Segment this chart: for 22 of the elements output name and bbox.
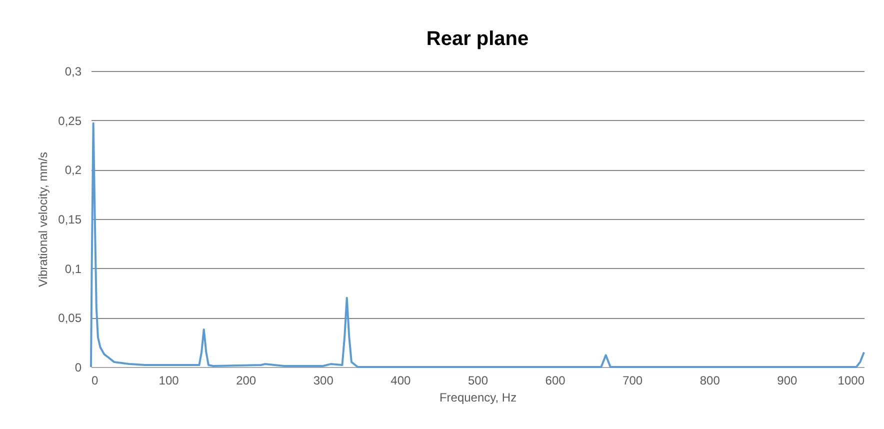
y-tick-label: 0,1: [64, 262, 82, 276]
y-tick-label: 0,05: [58, 311, 82, 326]
y-tick-label: 0,2: [64, 163, 82, 178]
x-tick-label: 200: [236, 374, 256, 388]
x-tick-label: 900: [777, 374, 798, 388]
x-tick-label: 0: [92, 374, 98, 388]
y-tick-label: 0,15: [58, 212, 82, 226]
y-tick-label: 0: [74, 360, 82, 374]
x-tick-label: 100: [158, 374, 180, 388]
line-series: [90, 122, 865, 368]
y-tick-label: 0,25: [58, 114, 82, 128]
x-tick-label: 400: [390, 374, 412, 388]
x-tick-label: 300: [313, 374, 334, 388]
x-tick-label: 700: [622, 374, 643, 388]
x-tick-label: 600: [545, 374, 566, 388]
x-tick-label: 1000: [838, 374, 865, 388]
y-tick-label: 0,3: [64, 64, 82, 78]
x-tick-label: 500: [468, 374, 488, 388]
y-axis-title: Vibrational velocity, mm/s: [36, 152, 50, 287]
x-tick-label: 800: [700, 374, 720, 388]
chart-title: Rear plane: [426, 28, 529, 50]
x-axis-title: Frequency, Hz: [439, 390, 517, 404]
